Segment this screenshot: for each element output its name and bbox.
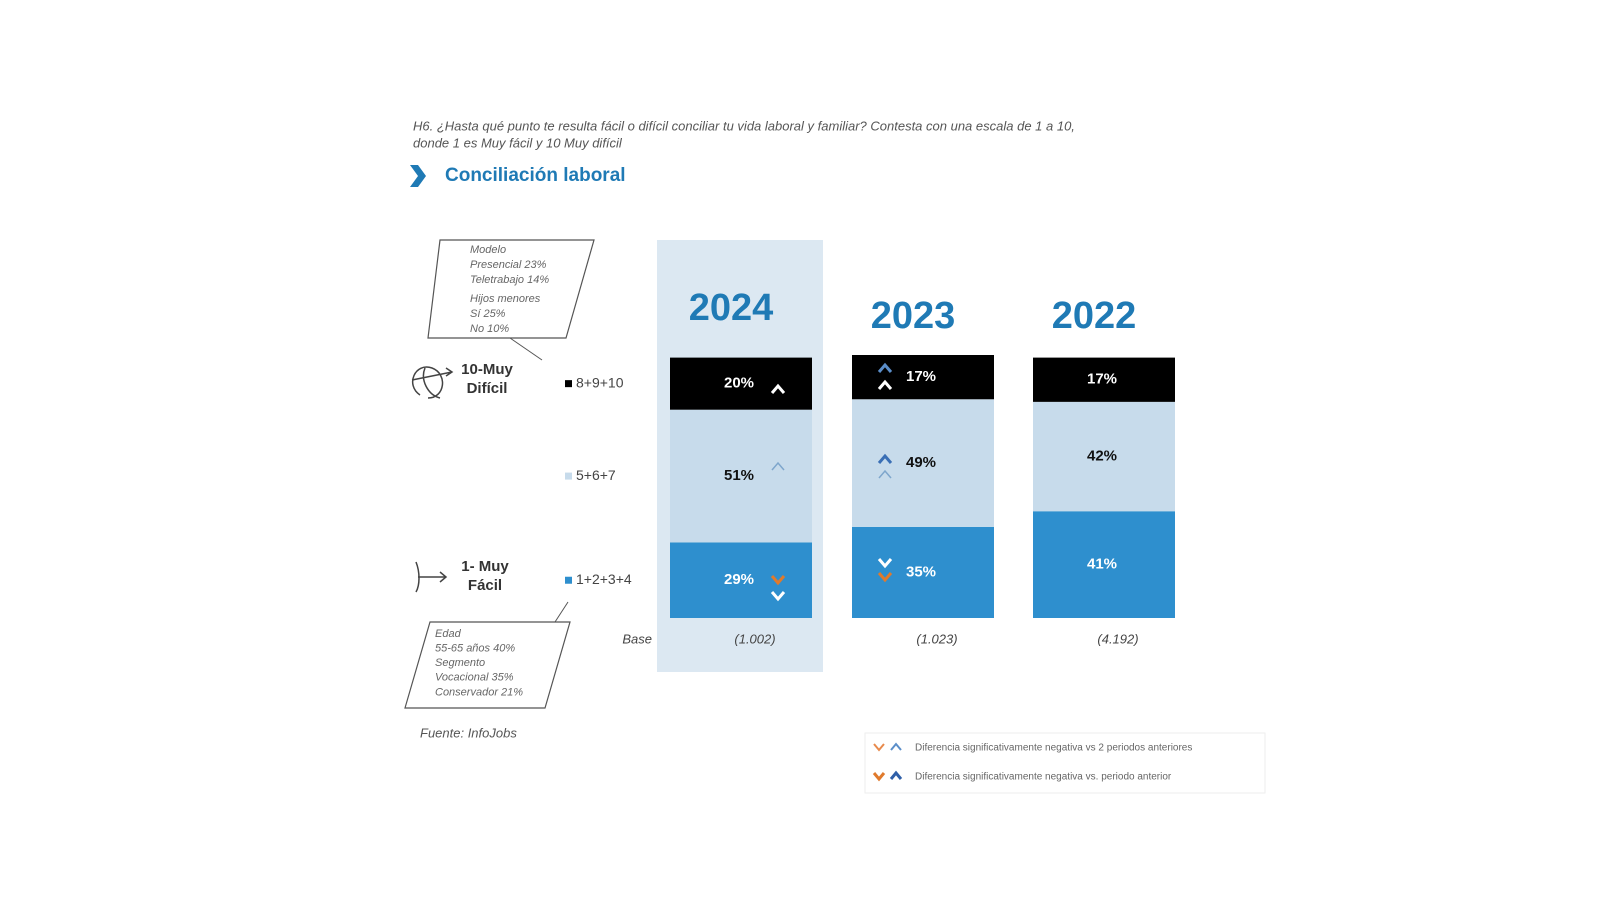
base-value: (1.023)	[916, 631, 957, 646]
value-label: 35%	[906, 563, 936, 580]
callout-text: Segmento	[435, 657, 485, 669]
source: Fuente: InfoJobs	[420, 725, 517, 740]
value-label: 17%	[1087, 371, 1117, 388]
significance-icon	[877, 572, 893, 583]
significance-icon	[771, 461, 785, 471]
chart-title: Conciliación laboral	[445, 165, 626, 186]
significance-icon	[877, 362, 893, 373]
value-label: 42%	[1087, 448, 1117, 465]
question: donde 1 es Muy fácil y 10 Muy difícil	[413, 135, 623, 150]
bar-segment	[670, 357, 812, 410]
question: H6. ¿Hasta qué punto te resulta fácil o …	[413, 118, 1075, 133]
value-label: 41%	[1087, 556, 1117, 573]
bar-segment	[852, 399, 994, 527]
bar-segment	[852, 355, 994, 400]
bar-segment	[1033, 401, 1175, 512]
base-label: Base	[622, 631, 652, 646]
significance-icon	[877, 558, 893, 569]
easy-icon	[415, 561, 448, 593]
bar-segment	[852, 526, 994, 618]
difficulty-icon	[411, 366, 454, 399]
callout-line	[509, 337, 543, 361]
value-label: 49%	[906, 454, 936, 471]
bar-segment	[670, 542, 812, 618]
scale-label: 10-Muy	[461, 361, 513, 378]
callout-text: Presencial 23%	[470, 259, 547, 271]
category-label: 2023	[871, 295, 956, 337]
callout-box	[404, 621, 571, 709]
legend-swatch	[565, 472, 572, 480]
legend-label: 8+9+10	[576, 374, 624, 390]
note-icon	[872, 742, 903, 782]
callout-text: Edad	[435, 628, 462, 640]
value-label: 29%	[724, 571, 754, 588]
category-label: 2022	[1052, 295, 1137, 337]
legend-swatch	[565, 380, 572, 388]
value-label: 17%	[906, 368, 936, 385]
significance-icon	[770, 591, 786, 602]
significance-icon	[770, 575, 786, 586]
callout-text: Vocacional 35%	[435, 672, 514, 684]
callout-text: Teletrabajo 14%	[470, 274, 549, 286]
significance-icon	[878, 469, 892, 479]
significance-icon	[877, 379, 893, 390]
note: Diferencia significativamente negativa v…	[915, 743, 1192, 754]
callout-text: Sí 25%	[470, 308, 506, 320]
base-value: (4.192)	[1097, 631, 1138, 646]
bar-segment	[1033, 511, 1175, 618]
legend-label: 5+6+7	[576, 467, 616, 483]
title-chevron	[410, 165, 426, 187]
scale-label: Fácil	[468, 577, 502, 594]
callout-text: No 10%	[470, 323, 509, 335]
callout-line	[554, 601, 569, 623]
callout-text: Conservador 21%	[435, 686, 523, 698]
scale-label: Difícil	[467, 380, 508, 397]
category-label: 2024	[689, 287, 774, 329]
callout-box	[427, 239, 595, 339]
bar-segment	[1033, 357, 1175, 402]
notes-box	[864, 732, 1266, 794]
significance-icon	[877, 453, 893, 464]
value-label: 51%	[724, 467, 754, 484]
base-value: (1.002)	[734, 631, 775, 646]
value-label: 20%	[724, 375, 754, 392]
scale-label: 1- Muy	[461, 558, 509, 575]
note: Diferencia significativamente negativa v…	[915, 772, 1172, 783]
callout-text: Modelo	[470, 244, 506, 256]
bar-segment	[670, 409, 812, 543]
significance-icon	[770, 383, 786, 394]
callout-text: 55-65 años 40%	[435, 643, 515, 655]
legend-label: 1+2+3+4	[576, 571, 632, 587]
legend-swatch	[565, 576, 572, 584]
callout-text: Hijos menores	[470, 293, 541, 305]
